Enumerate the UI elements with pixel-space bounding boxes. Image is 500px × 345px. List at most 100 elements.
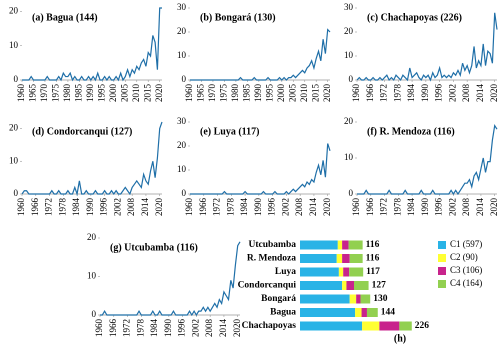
panel-title: (e) Luya (117) [200, 126, 259, 137]
total-label: 116 [366, 240, 380, 250]
bar-segment [300, 267, 339, 277]
x-tick-label: 2020 [489, 198, 499, 217]
x-tick-label: 1990 [85, 84, 95, 103]
bar-segment [343, 267, 350, 277]
total-label: 127 [372, 281, 387, 291]
x-tick-label: 2014 [140, 198, 150, 217]
panel-title: (b) Bongará (130) [200, 12, 276, 23]
y-tick-label: 10 [177, 50, 187, 60]
y-tick-label: 0 [14, 188, 19, 198]
x-tick-label: 1978 [57, 198, 67, 217]
y-tick-label: 0 [349, 188, 354, 198]
bar-segment [361, 308, 367, 317]
x-tick-label: 2008 [126, 198, 136, 217]
x-tick-label: 1995 [264, 84, 274, 103]
y-tick-label: 10 [177, 164, 187, 174]
x-tick-label: 1996 [434, 84, 444, 103]
bar-segment [348, 240, 363, 250]
x-tick-label: 1978 [392, 198, 402, 217]
data-line [190, 28, 331, 81]
legend-swatch [438, 280, 446, 288]
x-tick-label: 1975 [218, 84, 228, 103]
x-tick-label: 1980 [62, 84, 72, 103]
x-tick-label: 2008 [461, 198, 471, 217]
x-tick-label: 1966 [365, 84, 375, 103]
x-tick-label: 2015 [310, 84, 320, 103]
x-tick-label: 1996 [267, 198, 277, 217]
x-tick-label: 1996 [99, 198, 109, 217]
bar-segment [342, 254, 350, 263]
x-tick-label: 1984 [149, 319, 159, 338]
y-tick-label: 20 [9, 5, 19, 15]
bar-segment [399, 321, 412, 331]
x-tick-label: 2002 [447, 84, 457, 102]
data-line [357, 123, 498, 196]
x-tick-label: 2008 [294, 198, 304, 217]
y-tick-label: 20 [344, 116, 354, 126]
x-tick-label: 1960 [184, 198, 194, 217]
y-tick-label: 20 [344, 26, 354, 36]
legend-label: C4 (164) [450, 278, 482, 288]
x-tick-label: 2014 [475, 198, 485, 217]
y-tick-label: 0 [92, 309, 97, 319]
x-tick-label: 2008 [461, 84, 471, 103]
x-tick-label: 2005 [287, 84, 297, 103]
legend-label: C3 (106) [450, 265, 482, 275]
bar-segment [300, 321, 363, 331]
panel-title: (g) Utcubamba (116) [110, 242, 198, 253]
x-tick-label: 1978 [135, 319, 145, 338]
x-tick-label: 1990 [253, 198, 263, 217]
x-tick-label: 2010 [299, 84, 309, 103]
bar-segment [346, 281, 354, 290]
x-tick-label: 1970 [39, 84, 49, 103]
y-tick-label: 20 [9, 123, 19, 133]
x-tick-label: 2005 [119, 84, 129, 103]
x-tick-label: 2014 [475, 84, 485, 103]
legend-swatch [438, 241, 446, 249]
bar-segment [300, 240, 338, 250]
x-tick-label: 1960 [94, 319, 104, 338]
bar-segment [379, 321, 400, 331]
x-tick-label: 2002 [112, 198, 122, 216]
bar-segment [338, 267, 344, 277]
panel-title: (f) R. Mendoza (116) [367, 126, 455, 137]
total-label: 130 [373, 294, 388, 304]
x-tick-label: 1960 [351, 198, 361, 217]
category-label: Bongará [261, 294, 296, 304]
x-tick-label: 1984 [239, 198, 249, 217]
x-tick-label: 2020 [154, 198, 164, 217]
y-tick-label: 10 [9, 155, 19, 165]
y-tick-label: 20 [177, 26, 187, 36]
legend-label: C1 (597) [450, 239, 482, 249]
x-tick-label: 2014 [218, 319, 228, 338]
x-tick-label: 1966 [198, 198, 208, 217]
y-tick-label: 10 [344, 50, 354, 60]
bar-segment [349, 254, 363, 263]
category-label: R. Mendoza [247, 254, 296, 264]
x-tick-label: 1990 [163, 319, 173, 338]
bar-segment [300, 308, 356, 317]
x-tick-label: 1984 [406, 198, 416, 217]
x-tick-label: 2002 [280, 198, 290, 216]
x-tick-label: 1990 [420, 198, 430, 217]
x-tick-label: 1972 [122, 319, 132, 337]
y-tick-label: 0 [349, 74, 354, 84]
category-label: Luya [275, 267, 296, 277]
bar-segment [362, 321, 380, 331]
category-label: Chachapoyas [242, 321, 297, 331]
data-line [190, 143, 331, 195]
x-tick-label: 2020 [489, 84, 499, 103]
legend-label: C2 (90) [450, 252, 478, 262]
x-tick-label: 2002 [447, 198, 457, 216]
bar-segment [349, 267, 364, 277]
y-tick-label: 30 [344, 2, 354, 12]
category-label: Bagua [270, 308, 296, 318]
x-tick-label: 1972 [379, 84, 389, 102]
x-tick-label: 1984 [406, 84, 416, 103]
x-tick-label: 2020 [322, 84, 332, 103]
data-line [100, 241, 241, 317]
y-tick-label: 20 [177, 140, 187, 150]
y-tick-label: 0 [14, 74, 19, 84]
x-tick-label: 1972 [212, 198, 222, 216]
x-tick-label: 1990 [85, 198, 95, 217]
